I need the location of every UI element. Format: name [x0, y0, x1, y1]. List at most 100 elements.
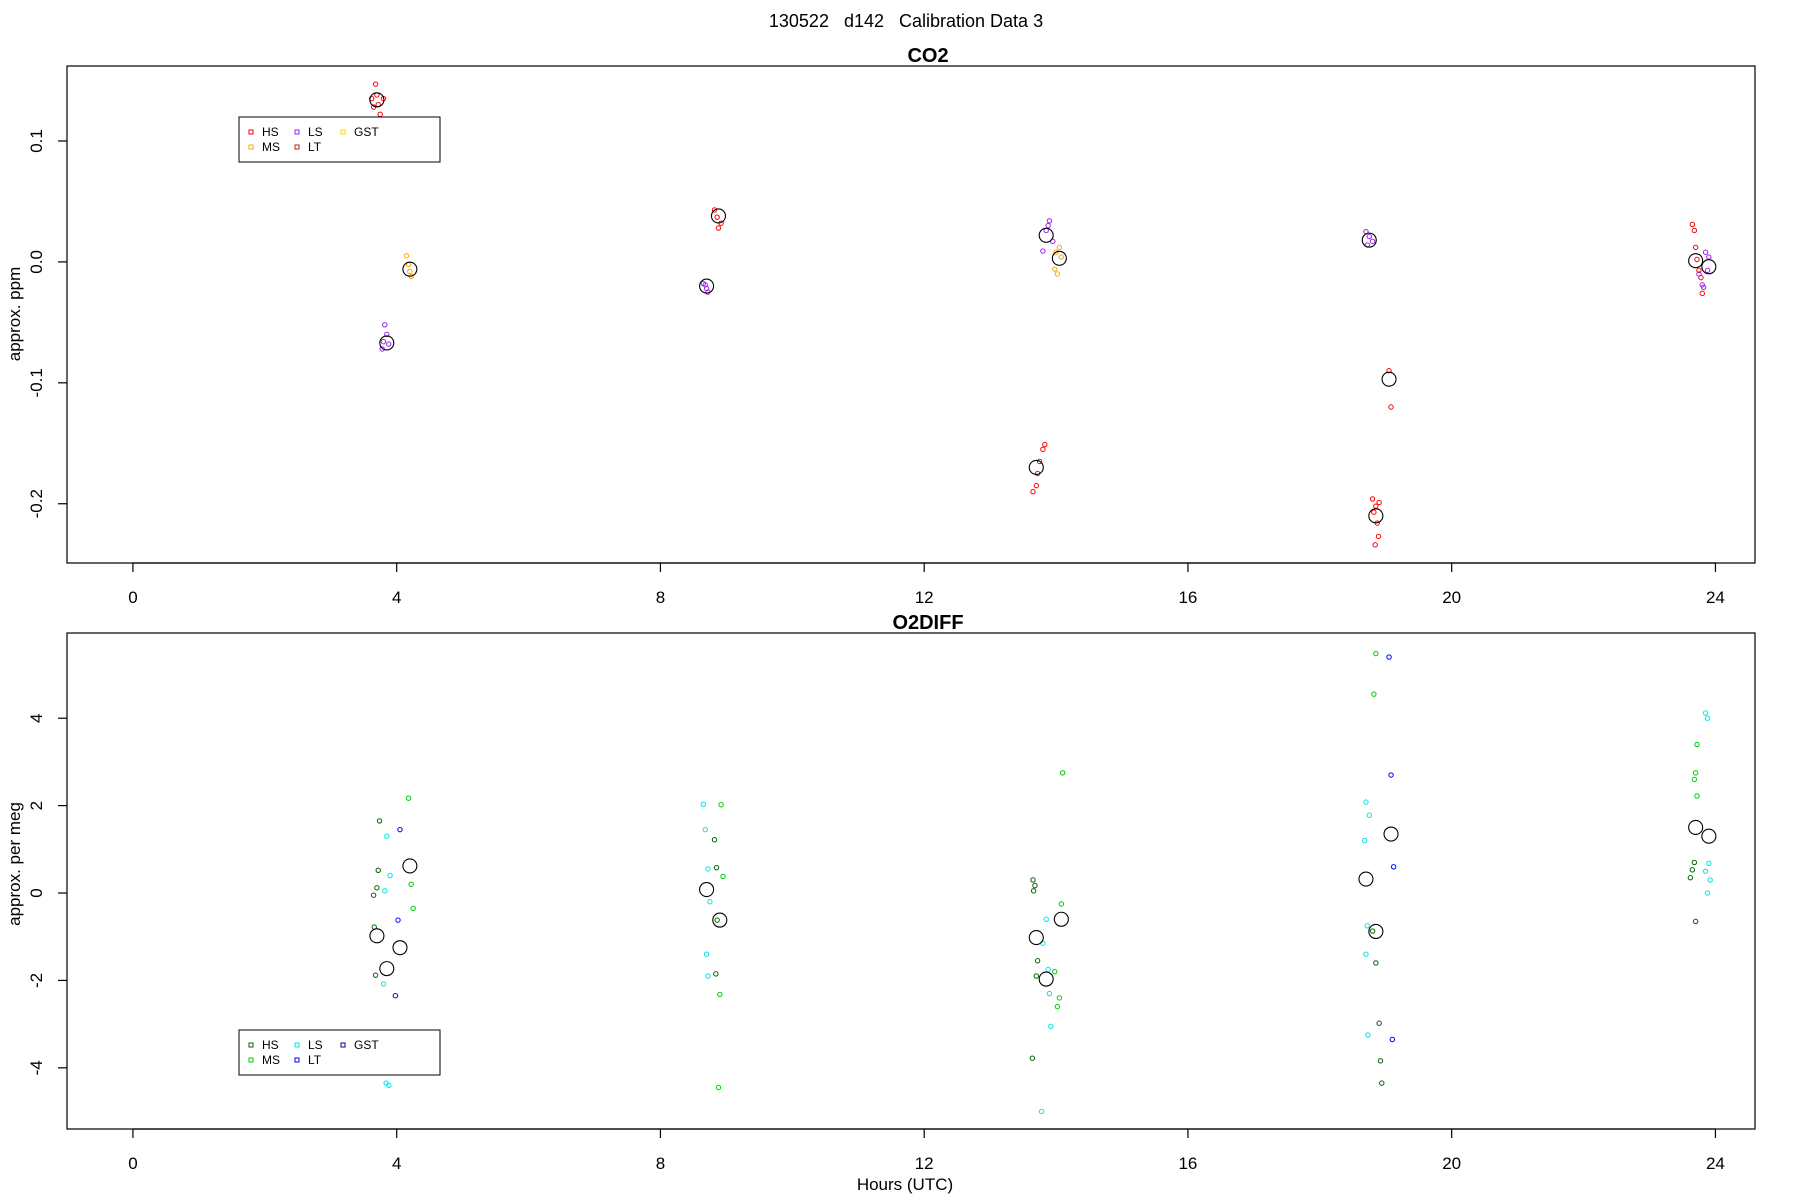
- data-point: [380, 981, 387, 987]
- data-point: [717, 991, 723, 998]
- data-point: [1033, 482, 1039, 489]
- data-point: [1689, 221, 1696, 228]
- x-tick-label: 24: [1706, 588, 1725, 607]
- legend-swatch: [248, 144, 254, 150]
- data-point: [370, 892, 377, 898]
- data-point: [703, 951, 710, 957]
- legend-label: MS: [262, 1053, 280, 1067]
- legend-swatch: [248, 1042, 254, 1048]
- data-point: [410, 905, 416, 912]
- mean-marker: [1361, 232, 1377, 248]
- data-point: [1706, 860, 1712, 867]
- data-point: [711, 837, 718, 843]
- data-point: [1379, 1080, 1385, 1086]
- data-point: [715, 225, 722, 231]
- mean-marker: [1381, 371, 1397, 387]
- y-tick-label: 4: [27, 713, 46, 722]
- data-point: [1032, 882, 1038, 889]
- mean-marker: [379, 335, 395, 351]
- data-point: [1388, 404, 1394, 410]
- data-point: [705, 973, 711, 979]
- mean-marker: [699, 881, 715, 898]
- data-point: [1376, 1020, 1382, 1026]
- data-point: [374, 885, 380, 891]
- legend-swatch: [294, 1042, 300, 1048]
- data-point: [1702, 868, 1709, 874]
- y-tick-label: -4: [27, 1060, 46, 1075]
- data-point: [1692, 244, 1699, 251]
- data-point: [397, 826, 403, 833]
- data-point: [1691, 776, 1698, 783]
- data-point: [720, 873, 726, 880]
- data-point: [1386, 654, 1392, 660]
- data-point: [372, 81, 379, 87]
- x-tick-label: 8: [656, 588, 665, 607]
- data-point: [386, 1082, 392, 1088]
- data-point: [1377, 1058, 1384, 1064]
- legend-swatch: [294, 144, 300, 150]
- series-hs: [370, 818, 1699, 1086]
- data-point: [1386, 368, 1392, 374]
- legend-label: GST: [354, 1038, 379, 1052]
- data-point: [1692, 918, 1699, 925]
- data-point: [1691, 227, 1698, 234]
- data-point: [376, 818, 383, 824]
- data-point: [403, 253, 410, 259]
- data-point: [1702, 710, 1709, 716]
- data-point: [1361, 837, 1368, 844]
- data-point: [1043, 916, 1049, 922]
- data-point: [1371, 509, 1377, 515]
- mean-marker: [402, 858, 418, 874]
- mean-marker: [1383, 826, 1399, 842]
- legend-label: LT: [308, 140, 322, 154]
- data-point: [1046, 990, 1053, 997]
- data-point: [1389, 1036, 1396, 1043]
- legend-swatch: [294, 1057, 300, 1063]
- data-point: [1373, 960, 1379, 966]
- mean-marker: [1368, 508, 1384, 524]
- data-point: [382, 888, 388, 894]
- data-point: [1366, 233, 1372, 240]
- data-point: [1694, 256, 1700, 263]
- data-point: [1388, 772, 1394, 778]
- data-points-co2: [368, 81, 1717, 548]
- data-point: [1030, 888, 1037, 894]
- data-point: [702, 282, 708, 288]
- data-point: [1045, 222, 1051, 229]
- mean-marker: [369, 928, 385, 944]
- legend-label: HS: [262, 1038, 279, 1052]
- data-point: [1371, 691, 1377, 697]
- y-tick-label: -0.2: [27, 489, 46, 518]
- legend-label: LS: [308, 125, 323, 139]
- data-point: [1030, 488, 1036, 495]
- data-point: [713, 864, 720, 871]
- data-point: [1696, 267, 1702, 274]
- data-point: [1707, 877, 1713, 883]
- data-point: [1056, 995, 1063, 1001]
- data-point: [705, 866, 711, 872]
- legend-label: MS: [262, 140, 280, 154]
- panel-title-co2: CO2: [907, 45, 948, 67]
- data-point: [1363, 799, 1369, 805]
- data-point: [1376, 499, 1382, 506]
- y-tick-label: 2: [27, 801, 46, 810]
- series-mean: [369, 92, 1717, 524]
- data-point: [1034, 958, 1041, 964]
- data-point: [1038, 1108, 1045, 1115]
- x-tick-label: 0: [128, 1154, 137, 1173]
- mean-marker: [1368, 923, 1384, 940]
- panel-co2: CO2 approx. ppm 0 4 8 12 16 20 24 -0.2 -0.1 0.0 0.…: [5, 45, 1756, 607]
- data-point: [384, 331, 390, 338]
- data-point: [711, 207, 718, 213]
- legend-box: [238, 1029, 441, 1076]
- data-point: [1694, 793, 1700, 799]
- y-tick-label: -2: [27, 973, 46, 988]
- mean-marker: [712, 912, 728, 928]
- series-mean: [369, 819, 1717, 987]
- data-point: [1692, 770, 1699, 776]
- data-point: [1390, 864, 1397, 870]
- data-point: [715, 1084, 722, 1091]
- data-point: [1699, 290, 1705, 297]
